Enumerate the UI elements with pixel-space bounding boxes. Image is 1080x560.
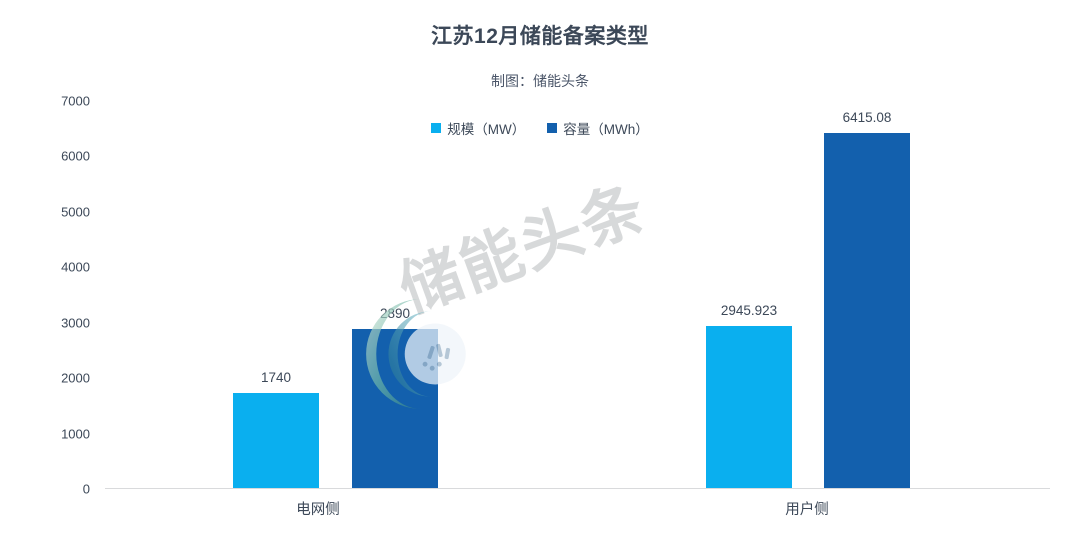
chart-legend: 规模（MW） 容量（MWh） <box>0 118 1080 138</box>
bar-value-label: 2890 <box>379 305 411 321</box>
legend-swatch-capacity <box>547 123 558 133</box>
x-category-grid: 电网侧 <box>296 502 340 518</box>
legend-item-capacity[interactable]: 容量（MWh） <box>547 118 649 138</box>
bar-user-capacity[interactable]: 6415.08 <box>824 110 910 489</box>
plot-area: 1740 2890 2945.923 6415.08 <box>105 101 1050 489</box>
bar-grid-scale[interactable]: 1740 <box>233 370 319 489</box>
y-tick-0: 0 <box>82 481 90 497</box>
bar-value-label: 1740 <box>260 369 292 385</box>
chart-subtitle: 制图：储能头条 <box>491 73 589 89</box>
legend-label-scale: 规模（MW） <box>447 122 526 137</box>
bar-user-scale[interactable]: 2945.923 <box>706 303 792 489</box>
y-tick-7000: 7000 <box>61 93 90 109</box>
legend-swatch-scale <box>431 123 442 133</box>
legend-item-scale[interactable]: 规模（MW） <box>431 118 525 138</box>
x-axis: 电网侧 用户侧 <box>105 498 1050 538</box>
x-category-user: 用户侧 <box>785 502 829 518</box>
x-axis-baseline <box>105 488 1050 489</box>
bar-value-label: 2945.923 <box>720 302 778 318</box>
y-tick-3000: 3000 <box>61 315 90 331</box>
y-tick-1000: 1000 <box>61 426 90 442</box>
y-tick-4000: 4000 <box>61 259 90 275</box>
y-tick-6000: 6000 <box>61 148 90 164</box>
y-tick-2000: 2000 <box>61 370 90 386</box>
bar-value-label: 6415.08 <box>842 110 892 126</box>
y-tick-5000: 5000 <box>61 204 90 220</box>
bar-grid-capacity[interactable]: 2890 <box>352 306 438 489</box>
legend-label-capacity: 容量（MWh） <box>563 122 649 137</box>
y-axis: 7000 6000 5000 4000 3000 2000 1000 0 <box>0 0 105 560</box>
chart-title: 江苏12月储能备案类型 <box>431 25 649 48</box>
